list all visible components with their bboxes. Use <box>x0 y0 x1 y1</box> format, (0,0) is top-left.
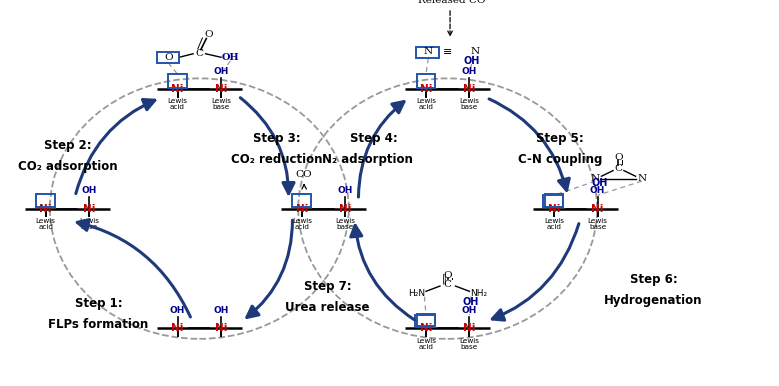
Text: Lewis: Lewis <box>335 218 355 224</box>
Text: C: C <box>196 49 203 58</box>
Text: OH: OH <box>213 306 229 315</box>
Text: acid: acid <box>38 224 53 230</box>
Text: C: C <box>444 280 452 289</box>
Text: acid: acid <box>418 105 433 110</box>
Text: N: N <box>471 47 479 56</box>
Text: N: N <box>590 174 600 183</box>
Text: Lewis: Lewis <box>587 218 608 224</box>
Text: Lewis: Lewis <box>416 98 436 105</box>
Text: Step 2:: Step 2: <box>44 139 91 152</box>
Text: Lewis: Lewis <box>79 218 99 224</box>
Text: Ni: Ni <box>339 204 351 213</box>
Text: OH: OH <box>170 306 185 315</box>
Text: OH: OH <box>462 66 478 76</box>
Text: base: base <box>337 224 354 230</box>
Text: Released CO: Released CO <box>418 0 485 5</box>
Text: acid: acid <box>170 105 185 110</box>
Text: CO₂ reduction: CO₂ reduction <box>231 153 323 166</box>
Text: O: O <box>614 153 622 162</box>
Text: Lewis: Lewis <box>36 218 55 224</box>
Text: Ni: Ni <box>295 204 308 213</box>
Text: Urea release: Urea release <box>285 301 370 314</box>
Text: C: C <box>615 164 622 173</box>
Text: acid: acid <box>547 224 562 230</box>
Text: Lewis: Lewis <box>544 218 564 224</box>
Text: Step 1:: Step 1: <box>75 297 122 310</box>
Text: Ni: Ni <box>464 84 476 94</box>
Text: CO₂ adsorption: CO₂ adsorption <box>18 160 117 173</box>
Text: ≡: ≡ <box>443 47 453 57</box>
Text: Ni: Ni <box>464 323 476 333</box>
Text: OH: OH <box>464 56 480 66</box>
Text: acid: acid <box>294 224 309 230</box>
Text: OH: OH <box>463 297 479 307</box>
Text: base: base <box>589 224 606 230</box>
Text: Step 5:: Step 5: <box>537 132 584 145</box>
Text: Ni: Ni <box>548 204 560 213</box>
Text: base: base <box>461 105 478 110</box>
Text: OH: OH <box>82 186 97 195</box>
Text: Ni: Ni <box>215 84 227 94</box>
Text: Step 6:: Step 6: <box>629 273 677 286</box>
Text: FLPs formation: FLPs formation <box>48 318 149 331</box>
Text: OH: OH <box>592 178 608 188</box>
Text: base: base <box>213 105 230 110</box>
Text: Lewis: Lewis <box>416 338 436 344</box>
Text: O: O <box>204 30 213 39</box>
Text: C-N coupling: C-N coupling <box>518 153 602 166</box>
Text: acid: acid <box>418 344 433 350</box>
Text: H₂N: H₂N <box>408 289 425 298</box>
Text: Lewis: Lewis <box>292 218 312 224</box>
Text: Ni: Ni <box>420 323 432 333</box>
Text: Lewis: Lewis <box>211 98 231 105</box>
Text: Lewis: Lewis <box>167 98 188 105</box>
Text: O: O <box>443 271 452 280</box>
Text: Ni: Ni <box>171 84 184 94</box>
Text: OH: OH <box>337 186 353 195</box>
Text: OH: OH <box>221 53 239 62</box>
Text: Ni: Ni <box>591 204 604 213</box>
Text: N: N <box>424 47 433 56</box>
Text: Ni: Ni <box>420 84 432 94</box>
Text: Step 7:: Step 7: <box>304 279 351 293</box>
Text: Ni: Ni <box>83 204 95 213</box>
Text: Ni: Ni <box>171 323 184 333</box>
Text: Ni: Ni <box>40 204 52 213</box>
Text: NH₂: NH₂ <box>471 289 488 298</box>
Text: base: base <box>461 344 478 350</box>
Text: CO: CO <box>296 170 312 179</box>
Text: Lewis: Lewis <box>460 338 479 344</box>
Text: N: N <box>637 174 647 183</box>
Text: Hydrogenation: Hydrogenation <box>605 294 703 306</box>
Text: Ni: Ni <box>215 323 227 333</box>
Text: OH: OH <box>590 186 605 195</box>
Text: Lewis: Lewis <box>460 98 479 105</box>
Text: OH: OH <box>462 306 478 315</box>
Text: ‖: ‖ <box>442 274 447 284</box>
Text: OH: OH <box>213 66 229 76</box>
Text: Step 3:: Step 3: <box>253 132 301 145</box>
Text: O: O <box>164 53 173 62</box>
Text: Step 4:: Step 4: <box>350 132 398 145</box>
Text: base: base <box>80 224 97 230</box>
Text: N₂ adsorption: N₂ adsorption <box>323 153 413 166</box>
